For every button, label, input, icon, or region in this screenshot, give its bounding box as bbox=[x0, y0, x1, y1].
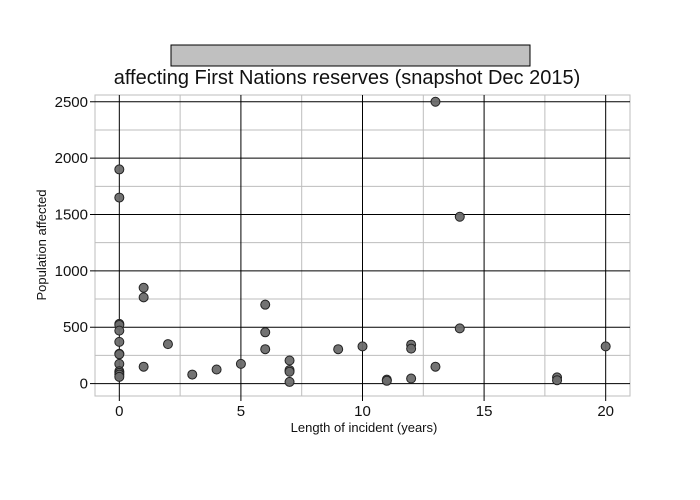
y-tick-label: 1000 bbox=[55, 263, 88, 280]
x-tick-label: 15 bbox=[476, 403, 493, 420]
data-point bbox=[114, 336, 125, 347]
data-point bbox=[114, 164, 125, 175]
data-point bbox=[333, 344, 344, 355]
data-point bbox=[454, 211, 465, 222]
data-point bbox=[357, 341, 368, 352]
data-point bbox=[235, 358, 246, 369]
data-point bbox=[114, 371, 125, 382]
data-point bbox=[406, 373, 417, 384]
data-point bbox=[284, 376, 295, 387]
y-tick-label: 2000 bbox=[55, 150, 88, 167]
chart-title: affecting First Nations reserves (snapsh… bbox=[114, 67, 581, 89]
data-point bbox=[284, 355, 295, 366]
y-tick-label: 0 bbox=[80, 376, 88, 393]
data-point bbox=[138, 282, 149, 293]
data-point bbox=[430, 96, 441, 107]
y-axis-label: Population affected bbox=[34, 189, 49, 300]
data-point bbox=[138, 292, 149, 303]
data-point bbox=[114, 349, 125, 360]
y-tick-label: 2500 bbox=[55, 94, 88, 111]
y-tick-label: 1500 bbox=[55, 206, 88, 223]
axes: 0 5 10 15 20 0 500 1000 1500 2000 2500 bbox=[55, 94, 614, 420]
x-tick-label: 0 bbox=[115, 403, 123, 420]
data-point bbox=[260, 327, 271, 338]
x-tick-label: 5 bbox=[237, 403, 245, 420]
data-point bbox=[454, 323, 465, 334]
data-point bbox=[430, 361, 441, 372]
data-point bbox=[114, 192, 125, 203]
data-point bbox=[260, 344, 271, 355]
x-tick-label: 20 bbox=[597, 403, 614, 420]
data-point bbox=[211, 364, 222, 375]
data-point bbox=[162, 339, 173, 350]
data-point bbox=[406, 343, 417, 354]
data-point bbox=[187, 369, 198, 380]
x-axis-label: Length of incident (years) bbox=[291, 420, 438, 435]
y-tick-label: 500 bbox=[63, 319, 88, 336]
title-bar bbox=[170, 44, 531, 67]
data-point bbox=[600, 341, 611, 352]
data-point bbox=[381, 375, 392, 386]
x-tick-label: 10 bbox=[354, 403, 371, 420]
data-point bbox=[260, 299, 271, 310]
data-point bbox=[284, 366, 295, 377]
data-point bbox=[552, 375, 563, 386]
data-points bbox=[114, 96, 611, 387]
data-point bbox=[138, 361, 149, 372]
data-point bbox=[114, 325, 125, 336]
